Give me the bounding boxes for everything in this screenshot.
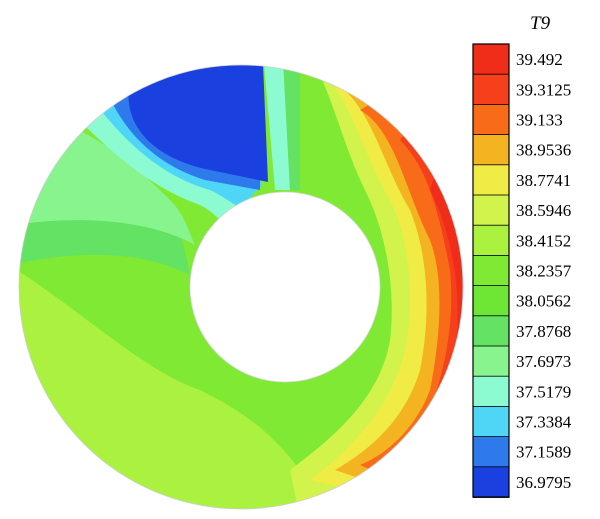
annulus-outer-edge: [18, 64, 464, 510]
legend-frame: [472, 43, 510, 498]
legend-swatch: [472, 436, 510, 468]
legend-swatch: [472, 405, 510, 438]
legend-tick-label: 37.1589: [516, 443, 571, 462]
legend-tick-label: 39.3125: [516, 80, 571, 99]
legend-swatch: [472, 104, 510, 136]
shear-strip-green: [282, 65, 300, 190]
legend-tick-label: 38.0562: [516, 292, 571, 311]
legend-swatch: [472, 285, 510, 317]
legend-swatches: [472, 43, 510, 498]
legend-swatch: [472, 375, 510, 408]
legend-swatch: [472, 345, 510, 378]
legend-swatch: [472, 254, 510, 287]
legend-tick-label: 37.3384: [516, 413, 572, 432]
legend-tick-label: 38.5946: [516, 201, 571, 220]
legend-swatch: [472, 134, 510, 166]
legend-swatch: [472, 164, 510, 196]
legend-tick-label: 36.9795: [516, 473, 571, 492]
legend-tick-label: 39.133: [516, 111, 563, 130]
color-legend: T9 39.492 39.3125 39.133 38.9536 38.7741 38.5…: [472, 13, 572, 498]
legend-tick-label: 37.8768: [516, 322, 571, 341]
legend-swatch: [472, 194, 510, 227]
legend-tick-label: 38.7741: [516, 171, 571, 190]
legend-labels: 39.492 39.3125 39.133 38.9536 38.7741 38.5946…: [516, 50, 572, 492]
legend-tick-label: 37.5179: [516, 382, 571, 401]
legend-swatch: [472, 224, 510, 257]
legend-tick-label: 37.6973: [516, 352, 571, 371]
shear-strip-cyan: [262, 65, 290, 190]
legend-swatch: [472, 43, 510, 76]
legend-swatch: [472, 73, 510, 106]
legend-swatch: [472, 466, 510, 498]
legend-tick-label: 38.2357: [516, 262, 572, 281]
legend-tick-label: 39.492: [516, 50, 563, 69]
legend-title: T9: [530, 13, 551, 34]
annulus-inner-hole: [189, 191, 381, 383]
legend-swatch: [472, 315, 510, 347]
legend-tick-label: 38.4152: [516, 231, 571, 250]
legend-tick-label: 38.9536: [516, 141, 571, 160]
